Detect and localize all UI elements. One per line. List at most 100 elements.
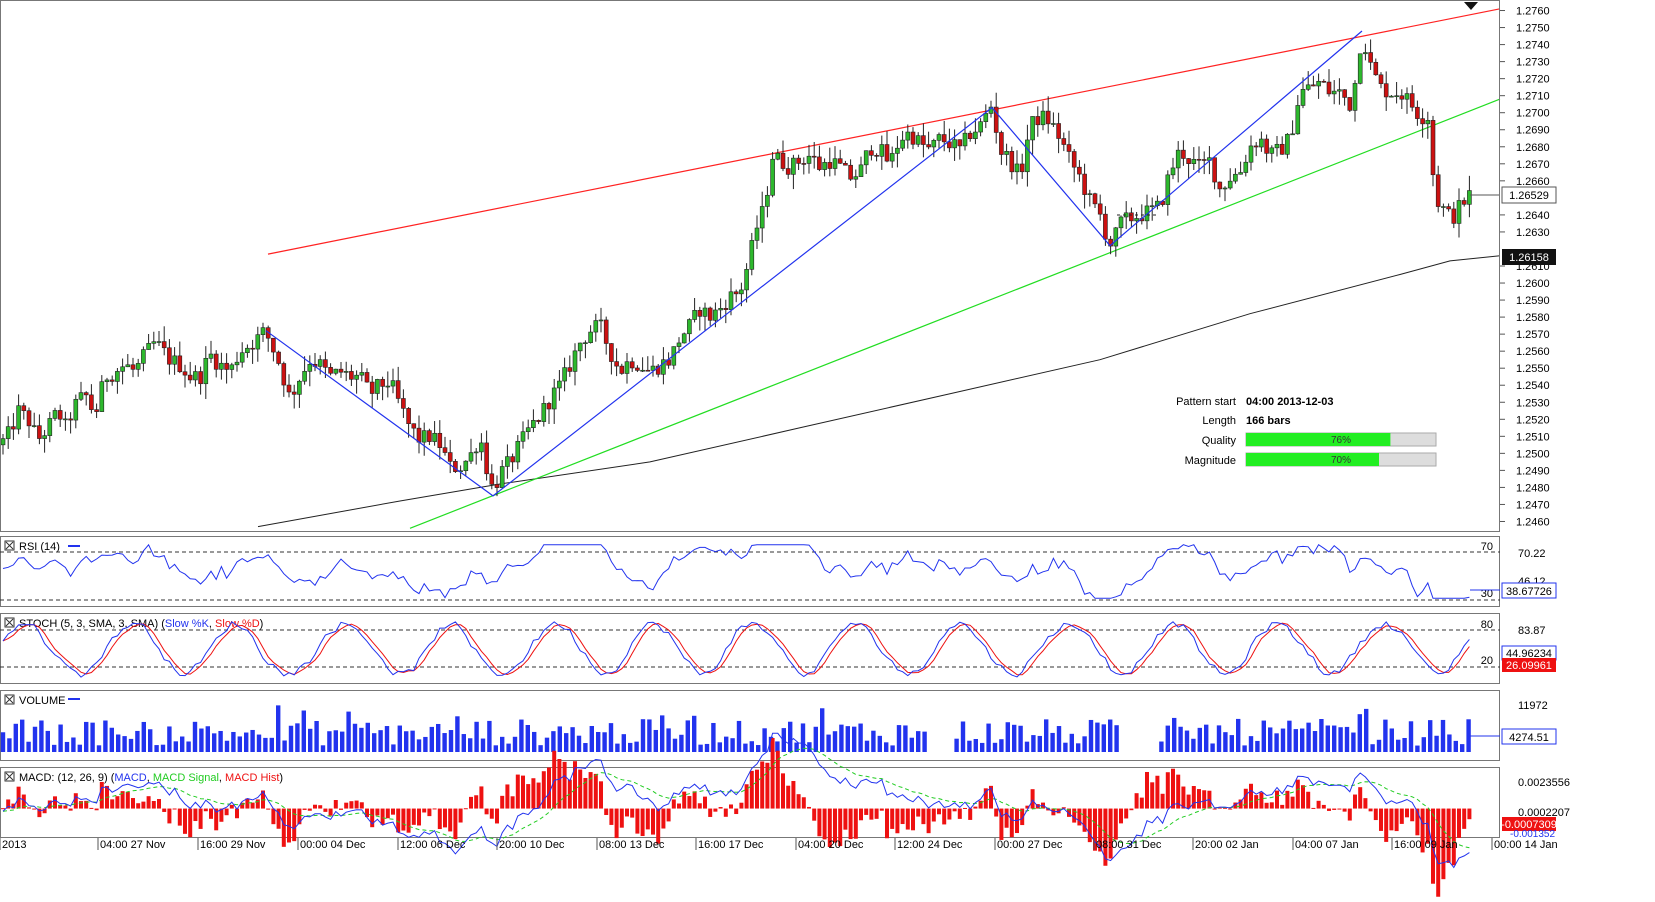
time-tick-label: 08:00 31 Dec bbox=[1096, 839, 1162, 851]
macd-hist-bar bbox=[957, 808, 962, 819]
candle bbox=[993, 92, 999, 144]
volume-bar bbox=[346, 711, 351, 752]
volume-bar bbox=[1236, 718, 1241, 752]
volume-bar bbox=[564, 733, 569, 752]
price-tick-label: 1.2750 bbox=[1516, 23, 1550, 35]
volume-bar bbox=[794, 742, 799, 752]
macd-hist-bar bbox=[1243, 788, 1248, 809]
candle bbox=[1415, 100, 1420, 126]
candle bbox=[1347, 97, 1353, 113]
volume-bar bbox=[269, 737, 274, 752]
candle bbox=[276, 350, 281, 366]
macd-hist-bar bbox=[541, 771, 546, 809]
macd-hist-bar bbox=[843, 808, 848, 830]
candle bbox=[1186, 158, 1191, 179]
macd-hist-bar bbox=[1197, 789, 1201, 809]
candle bbox=[1456, 188, 1462, 238]
macd-hist-bar bbox=[651, 808, 655, 835]
candle bbox=[1009, 146, 1015, 180]
volume-bar bbox=[20, 719, 25, 752]
rsi-axis-label: 70.22 bbox=[1518, 548, 1546, 560]
candle bbox=[577, 342, 583, 362]
macd-hist-bar bbox=[1446, 808, 1451, 863]
macd-hist-bar bbox=[1061, 807, 1066, 809]
candle bbox=[1285, 133, 1290, 159]
quality-bar-fill bbox=[1246, 433, 1391, 446]
macd-hist-bar bbox=[853, 808, 858, 839]
candle bbox=[926, 131, 931, 150]
macd-hist-bar bbox=[1451, 808, 1456, 866]
stoch-d-badge bbox=[1502, 658, 1556, 672]
macd-hist-bar bbox=[58, 804, 63, 809]
candle bbox=[754, 215, 760, 249]
volume-bar bbox=[45, 730, 50, 752]
candle bbox=[614, 348, 619, 377]
volume-bar bbox=[320, 745, 326, 752]
candle bbox=[884, 131, 890, 163]
price-tick-label: 1.2580 bbox=[1516, 312, 1550, 324]
macd-hist-bar bbox=[859, 808, 863, 821]
volume-bar bbox=[276, 705, 281, 752]
candle bbox=[1373, 58, 1379, 76]
macd-hist-bar bbox=[333, 800, 338, 809]
macd-hist-bar bbox=[1139, 797, 1144, 809]
candle bbox=[770, 152, 775, 198]
macd-hist-bar bbox=[183, 808, 187, 834]
volume-bar bbox=[1050, 732, 1055, 752]
macd-hist-bar bbox=[963, 807, 967, 809]
price-tick-label: 1.2550 bbox=[1516, 363, 1550, 375]
volume-bar bbox=[890, 745, 895, 752]
candle bbox=[57, 404, 63, 427]
volume-bar bbox=[1216, 725, 1222, 752]
macd-hist-bar bbox=[484, 808, 489, 815]
stoch-d-line bbox=[2, 622, 1470, 676]
macd-current-badge bbox=[1502, 817, 1556, 831]
volume-bar bbox=[820, 708, 825, 752]
candle bbox=[640, 357, 645, 373]
macd-hist-bar bbox=[817, 808, 822, 837]
macd-hist-bar bbox=[224, 808, 229, 816]
price-tick-label: 1.2720 bbox=[1516, 74, 1550, 86]
candle bbox=[463, 460, 469, 476]
macd-hist-bar bbox=[515, 774, 520, 809]
candle bbox=[889, 146, 895, 168]
candle bbox=[796, 154, 801, 171]
volume-panel: VOLUME 11972 4274.51 bbox=[0, 694, 1557, 752]
macd-hist-bar bbox=[1020, 808, 1025, 826]
macd-hist-bar bbox=[120, 791, 125, 809]
price-tick-label: 1.2630 bbox=[1516, 227, 1550, 239]
candle bbox=[307, 355, 313, 387]
volume-bar bbox=[660, 715, 665, 752]
macd-hist-bar bbox=[978, 800, 983, 809]
candle bbox=[135, 358, 141, 377]
volume-bar bbox=[576, 735, 582, 752]
price-tick-label: 1.2520 bbox=[1516, 414, 1550, 426]
volume-bar bbox=[826, 734, 831, 752]
pattern-info-box: Pattern start 04:00 2013-12-03 Length 16… bbox=[1176, 396, 1437, 467]
macd-hist-bar bbox=[947, 808, 952, 820]
volume-bar bbox=[845, 726, 850, 752]
candle bbox=[21, 402, 27, 420]
volume-bar bbox=[986, 723, 991, 752]
price-tick-label: 1.2760 bbox=[1516, 6, 1550, 18]
scroll-arrow-icon[interactable] bbox=[1464, 2, 1478, 10]
candle bbox=[879, 135, 885, 170]
candle bbox=[219, 352, 224, 380]
volume-bar bbox=[602, 732, 607, 752]
macd-hist-bar bbox=[500, 795, 505, 809]
macd-hist-bar bbox=[193, 808, 198, 822]
volume-bar bbox=[1319, 719, 1324, 752]
macd-hist-bar bbox=[833, 808, 837, 843]
macd-hist-bar bbox=[1332, 808, 1337, 810]
candle bbox=[68, 412, 73, 434]
magnitude-bar-fill bbox=[1246, 453, 1379, 466]
candle bbox=[1056, 112, 1061, 154]
candle bbox=[1243, 154, 1249, 177]
candle bbox=[468, 438, 474, 465]
macd-hist-bar bbox=[375, 808, 380, 816]
volume-bar bbox=[1108, 719, 1113, 752]
length-label: Length bbox=[1202, 415, 1236, 427]
candle bbox=[1316, 73, 1321, 99]
candle bbox=[967, 130, 973, 142]
